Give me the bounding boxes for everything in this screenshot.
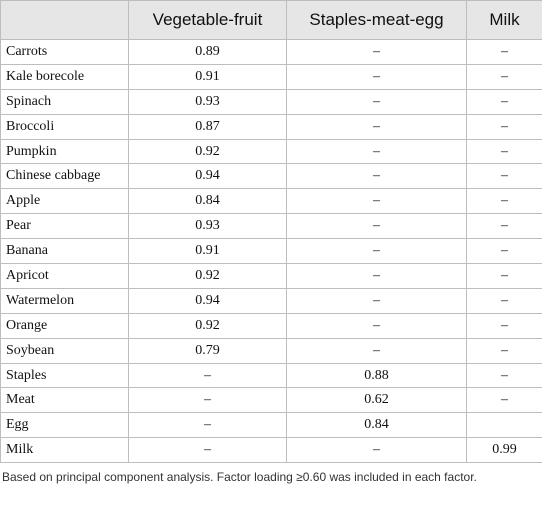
header-cell xyxy=(0,0,129,40)
table-cell: – xyxy=(286,437,467,464)
table-cell: – xyxy=(286,263,467,289)
table-cell: – xyxy=(286,39,467,65)
header-cell: Staples-meat-egg xyxy=(286,0,467,40)
table-cell: 0.79 xyxy=(128,337,287,364)
table-row: Meat –0.62– xyxy=(0,387,542,414)
row-label: Apricot xyxy=(0,263,129,289)
row-label: Spinach xyxy=(0,88,129,115)
table-cell: – xyxy=(466,163,542,190)
row-label: Banana xyxy=(0,238,129,265)
table-cell: – xyxy=(466,39,542,65)
table-cell: – xyxy=(128,437,287,464)
table-cell: – xyxy=(466,387,542,414)
table-cell: – xyxy=(286,88,467,115)
row-label: Milk xyxy=(0,437,129,464)
table-body: Carrots 0.89– – Kale borecole 0.91– – Spinach 0… xyxy=(0,39,542,464)
table-cell: – xyxy=(466,63,542,90)
table-row: Apricot 0.92– – xyxy=(0,263,542,289)
row-label: Soybean xyxy=(0,337,129,364)
table-cell: – xyxy=(466,188,542,215)
table-cell: – xyxy=(286,138,467,165)
table-cell: 0.94 xyxy=(128,163,287,190)
table-cell: – xyxy=(286,213,467,240)
table-row: Egg –0.84 xyxy=(0,412,542,439)
footnote: Based on principal component analysis. F… xyxy=(2,470,477,484)
table-cell: – xyxy=(286,63,467,90)
row-label: Watermelon xyxy=(0,287,129,314)
table-cell: – xyxy=(466,312,542,339)
table-cell: – xyxy=(466,337,542,364)
table-row: Watermelon 0.94– – xyxy=(0,287,542,314)
table-cell: – xyxy=(286,312,467,339)
table-cell: 0.84 xyxy=(128,188,287,215)
table-cell: – xyxy=(286,113,467,140)
row-label: Staples xyxy=(0,362,129,389)
row-label: Pumpkin xyxy=(0,138,129,165)
table-row: Orange 0.92– – xyxy=(0,312,542,339)
header-cell: Vegetable-fruit xyxy=(128,0,287,40)
row-label: Pear xyxy=(0,213,129,240)
table-cell: 0.93 xyxy=(128,88,287,115)
table-cell: 0.92 xyxy=(128,138,287,165)
table-cell: – xyxy=(128,362,287,389)
table-row: Carrots 0.89– – xyxy=(0,39,542,65)
table-row: Apple 0.84– – xyxy=(0,188,542,215)
table-cell: – xyxy=(286,238,467,265)
table-row: Pear 0.93– – xyxy=(0,213,542,240)
table-cell: 0.87 xyxy=(128,113,287,140)
table-cell: 0.91 xyxy=(128,63,287,90)
table-cell: 0.92 xyxy=(128,312,287,339)
table-cell xyxy=(466,412,542,439)
table-cell: – xyxy=(466,113,542,140)
table-cell: – xyxy=(286,287,467,314)
table-cell: – xyxy=(466,138,542,165)
table-row: Staples –0.88– xyxy=(0,362,542,389)
table-cell: – xyxy=(128,387,287,414)
table-row: Soybean 0.79– – xyxy=(0,337,542,364)
table-cell: – xyxy=(466,362,542,389)
table-cell: 0.91 xyxy=(128,238,287,265)
table-cell: 0.62 xyxy=(286,387,467,414)
table-row: Spinach 0.93– – xyxy=(0,88,542,115)
header-row: Vegetable-fruit Staples-meat-egg Milk xyxy=(0,0,542,40)
table-cell: 0.94 xyxy=(128,287,287,314)
row-label: Orange xyxy=(0,312,129,339)
table-cell: – xyxy=(466,263,542,289)
table-cell: – xyxy=(466,287,542,314)
table-cell: – xyxy=(466,213,542,240)
row-label: Meat xyxy=(0,387,129,414)
row-label: Carrots xyxy=(0,39,129,65)
row-label: Egg xyxy=(0,412,129,439)
table-cell: – xyxy=(466,238,542,265)
table-row: Kale borecole 0.91– – xyxy=(0,63,542,90)
table-row: Pumpkin 0.92– – xyxy=(0,138,542,165)
table-cell: 0.88 xyxy=(286,362,467,389)
row-label: Apple xyxy=(0,188,129,215)
table-row: Banana 0.91– – xyxy=(0,238,542,265)
row-label: Chinese cabbage xyxy=(0,163,129,190)
table-cell: 0.99 xyxy=(466,437,542,464)
row-label: Broccoli xyxy=(0,113,129,140)
table-row: Milk – –0.99 xyxy=(0,437,542,464)
table-cell: – xyxy=(128,412,287,439)
table-cell: 0.89 xyxy=(128,39,287,65)
header-cell: Milk xyxy=(466,0,542,40)
table-cell: 0.92 xyxy=(128,263,287,289)
table-row: Broccoli 0.87– – xyxy=(0,113,542,140)
table-cell: 0.84 xyxy=(286,412,467,439)
table: Vegetable-fruit Staples-meat-egg Milk Carr… xyxy=(0,0,542,464)
row-label: Kale borecole xyxy=(0,63,129,90)
table-row: Chinese cabbage 0.94– – xyxy=(0,163,542,190)
table-cell: – xyxy=(466,88,542,115)
table-cell: – xyxy=(286,337,467,364)
table-cell: – xyxy=(286,163,467,190)
table-cell: 0.93 xyxy=(128,213,287,240)
table-cell: – xyxy=(286,188,467,215)
